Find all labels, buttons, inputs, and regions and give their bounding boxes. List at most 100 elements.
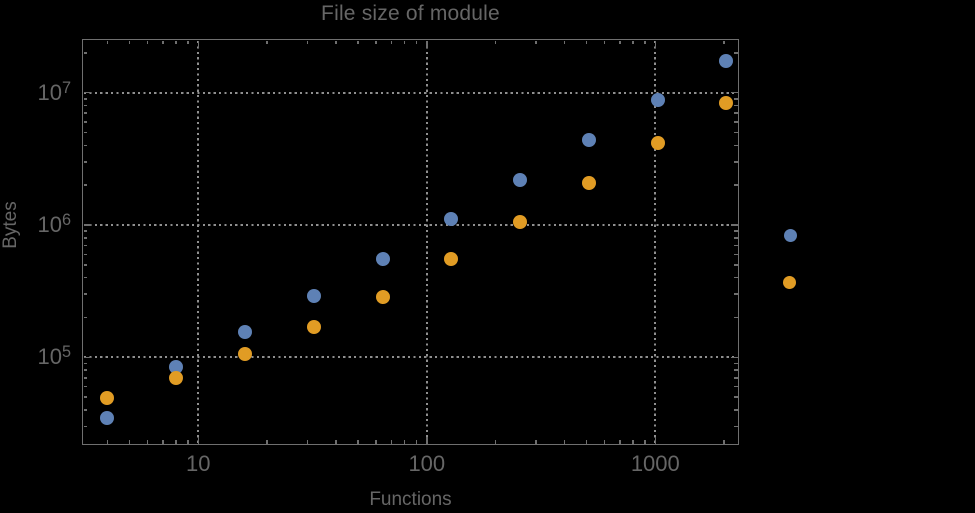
- x-tick: [585, 440, 588, 444]
- x-tick-mirror: [426, 40, 428, 48]
- y-tick-mirror: [734, 425, 738, 428]
- x-tick-mirror: [654, 40, 657, 48]
- x-tick-mirror: [563, 40, 566, 44]
- x-tick: [563, 440, 566, 444]
- x-tick-mirror: [644, 40, 646, 44]
- x-tick: [390, 440, 393, 444]
- y-tick-mirror: [734, 293, 738, 295]
- gridline-horizontal: [84, 91, 737, 94]
- data-point-series-2: [100, 391, 115, 406]
- y-tick: [83, 244, 87, 247]
- y-tick-label: 105: [37, 343, 71, 370]
- chart-title: File size of module: [321, 2, 500, 25]
- y-tick-mirror: [734, 244, 738, 247]
- x-tick-mirror: [390, 40, 393, 44]
- y-tick-mirror: [734, 362, 738, 365]
- x-tick: [403, 440, 406, 444]
- x-tick-mirror: [162, 40, 164, 44]
- y-tick-mirror: [734, 409, 738, 411]
- x-tick-mirror: [266, 40, 268, 44]
- y-tick: [83, 396, 87, 398]
- y-axis-label: Bytes: [0, 201, 21, 249]
- data-point-series-2: [169, 370, 184, 385]
- y-tick-label: 107: [37, 78, 71, 105]
- plot-frame: [82, 39, 739, 445]
- x-tick-mirror: [128, 40, 131, 44]
- x-tick-mirror: [494, 40, 497, 44]
- data-point-series-2: [513, 215, 528, 230]
- y-tick: [83, 112, 87, 114]
- y-tick: [83, 253, 87, 256]
- y-tick-mirror: [734, 52, 738, 54]
- x-tick-mirror: [375, 40, 377, 44]
- gridline-horizontal: [84, 224, 737, 226]
- y-tick-mirror: [734, 276, 738, 279]
- data-point-series-1: [100, 410, 115, 425]
- y-tick: [83, 91, 91, 94]
- x-tick: [187, 440, 189, 444]
- y-tick-mirror: [734, 112, 738, 114]
- legend-entry: [783, 275, 804, 289]
- gridline-vertical: [654, 41, 657, 443]
- data-point-series-1: [306, 289, 321, 304]
- gridline-horizontal: [84, 356, 737, 359]
- x-tick: [128, 440, 131, 444]
- x-tick-mirror: [603, 40, 606, 44]
- data-point-series-1: [719, 53, 734, 68]
- x-tick-mirror: [403, 40, 406, 44]
- x-tick-mirror: [585, 40, 588, 44]
- y-tick: [83, 385, 87, 388]
- x-tick-mirror: [632, 40, 634, 44]
- x-tick: [146, 440, 149, 444]
- x-tick-mirror: [197, 40, 200, 48]
- y-tick: [83, 237, 87, 239]
- data-point-series-1: [650, 93, 665, 108]
- x-tick: [535, 440, 537, 444]
- y-tick-mirror: [734, 121, 738, 123]
- y-tick: [83, 293, 87, 295]
- y-tick: [83, 144, 87, 147]
- x-tick: [175, 440, 177, 444]
- y-tick: [83, 264, 87, 266]
- gridline-vertical: [425, 41, 428, 443]
- y-tick: [83, 104, 87, 107]
- data-point-series-2: [444, 252, 459, 267]
- data-point-series-2: [306, 319, 321, 334]
- data-point-series-1: [513, 172, 528, 187]
- y-tick: [83, 356, 91, 359]
- y-tick-mirror: [734, 144, 738, 147]
- x-tick: [654, 436, 657, 444]
- y-tick-mirror: [734, 316, 738, 319]
- y-tick-mirror: [734, 184, 738, 186]
- x-tick-mirror: [535, 40, 537, 44]
- x-tick: [415, 440, 418, 444]
- x-tick-label: 1000: [630, 451, 680, 476]
- data-point-series-1: [444, 212, 459, 226]
- x-tick-mirror: [357, 40, 359, 44]
- x-tick-label: 10: [186, 451, 211, 476]
- x-tick: [603, 440, 606, 444]
- y-tick: [83, 121, 87, 123]
- x-tick-mirror: [335, 40, 337, 44]
- y-tick: [83, 230, 87, 232]
- x-tick: [306, 440, 309, 444]
- y-tick: [83, 369, 87, 371]
- x-tick: [162, 440, 164, 444]
- x-tick-mirror: [187, 40, 189, 44]
- y-tick-mirror: [730, 356, 738, 359]
- x-axis-label: Functions: [369, 489, 452, 510]
- x-tick: [494, 440, 497, 444]
- x-tick-mirror: [106, 40, 109, 44]
- legend-marker: [783, 275, 796, 289]
- x-tick: [632, 440, 634, 444]
- y-tick-mirror: [734, 369, 738, 371]
- legend-marker: [783, 228, 797, 242]
- data-point-series-1: [237, 325, 252, 340]
- x-tick: [106, 440, 109, 444]
- y-tick: [83, 409, 87, 411]
- x-tick-mirror: [723, 40, 725, 44]
- y-tick-mirror: [734, 237, 738, 239]
- y-tick: [83, 224, 91, 226]
- x-tick-mirror: [415, 40, 418, 44]
- y-tick-label: 106: [37, 210, 71, 238]
